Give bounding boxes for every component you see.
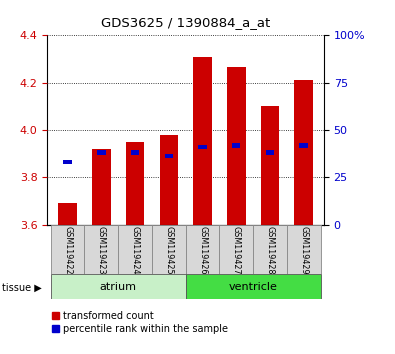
Bar [58, 204, 77, 225]
Text: GSM119425: GSM119425 [164, 226, 173, 275]
Legend: transformed count, percentile rank within the sample: transformed count, percentile rank withi… [52, 311, 228, 333]
Bar [198, 144, 207, 149]
Bar [131, 150, 139, 155]
Bar [152, 225, 186, 274]
Bar [92, 149, 111, 225]
Bar [186, 225, 219, 274]
Bar [165, 154, 173, 158]
Bar [266, 150, 274, 155]
Text: GSM119429: GSM119429 [299, 226, 308, 275]
Text: atrium: atrium [100, 282, 137, 292]
Bar [51, 225, 85, 274]
Text: GSM119426: GSM119426 [198, 226, 207, 275]
Text: GSM119427: GSM119427 [232, 226, 241, 275]
Bar [160, 135, 178, 225]
Bar [126, 142, 144, 225]
Bar [227, 67, 246, 225]
Text: GSM119423: GSM119423 [97, 226, 106, 275]
Bar [261, 107, 279, 225]
Text: ventricle: ventricle [229, 282, 278, 292]
Bar [253, 225, 287, 274]
Text: GSM119422: GSM119422 [63, 226, 72, 275]
Text: GSM119428: GSM119428 [265, 226, 275, 275]
Text: GSM119424: GSM119424 [131, 226, 139, 275]
Bar [232, 143, 241, 148]
Bar [97, 150, 105, 155]
Text: GDS3625 / 1390884_a_at: GDS3625 / 1390884_a_at [101, 16, 270, 29]
Bar [219, 225, 253, 274]
Bar [85, 225, 118, 274]
Bar [193, 57, 212, 225]
Bar [186, 274, 320, 299]
Bar [287, 225, 320, 274]
Bar [118, 225, 152, 274]
Bar [64, 160, 72, 164]
Bar [299, 143, 308, 148]
Bar [294, 80, 313, 225]
Bar [51, 274, 186, 299]
Text: tissue ▶: tissue ▶ [2, 282, 42, 292]
